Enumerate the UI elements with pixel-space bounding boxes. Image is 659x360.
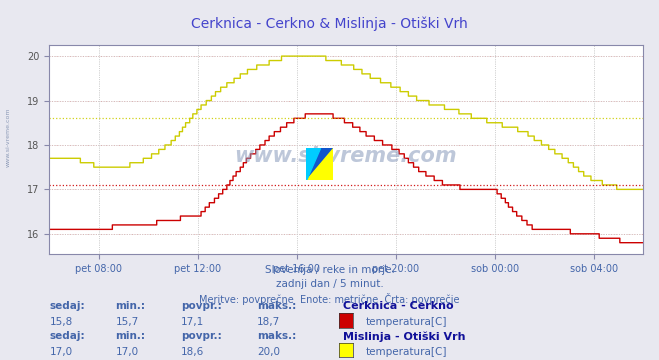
- Polygon shape: [306, 148, 333, 180]
- Text: 18,7: 18,7: [257, 317, 280, 327]
- Text: sedaj:: sedaj:: [49, 331, 85, 341]
- Text: 18,6: 18,6: [181, 347, 204, 357]
- Text: 15,7: 15,7: [115, 317, 138, 327]
- Text: 17,0: 17,0: [49, 347, 72, 357]
- Text: povpr.:: povpr.:: [181, 331, 222, 341]
- Text: maks.:: maks.:: [257, 331, 297, 341]
- Text: Slovenija / reke in morje.: Slovenija / reke in morje.: [264, 265, 395, 275]
- Text: www.si-vreme.com: www.si-vreme.com: [6, 107, 11, 167]
- Text: min.:: min.:: [115, 331, 146, 341]
- Polygon shape: [306, 148, 320, 180]
- Text: 17,1: 17,1: [181, 317, 204, 327]
- Text: maks.:: maks.:: [257, 301, 297, 311]
- Text: sedaj:: sedaj:: [49, 301, 85, 311]
- Text: Meritve: povprečne  Enote: metrične  Črta: povprečje: Meritve: povprečne Enote: metrične Črta:…: [199, 293, 460, 305]
- Text: 15,8: 15,8: [49, 317, 72, 327]
- Text: zadnji dan / 5 minut.: zadnji dan / 5 minut.: [275, 279, 384, 289]
- Text: temperatura[C]: temperatura[C]: [366, 347, 447, 357]
- Text: 17,0: 17,0: [115, 347, 138, 357]
- Text: 20,0: 20,0: [257, 347, 280, 357]
- Text: povpr.:: povpr.:: [181, 301, 222, 311]
- Text: Cerknica - Cerkno & Mislinja - Otiški Vrh: Cerknica - Cerkno & Mislinja - Otiški Vr…: [191, 16, 468, 31]
- Text: temperatura[C]: temperatura[C]: [366, 317, 447, 327]
- Text: Cerknica - Cerkno: Cerknica - Cerkno: [343, 301, 453, 311]
- Text: min.:: min.:: [115, 301, 146, 311]
- Text: Mislinja - Otiški Vrh: Mislinja - Otiški Vrh: [343, 331, 465, 342]
- Text: www.si-vreme.com: www.si-vreme.com: [235, 146, 457, 166]
